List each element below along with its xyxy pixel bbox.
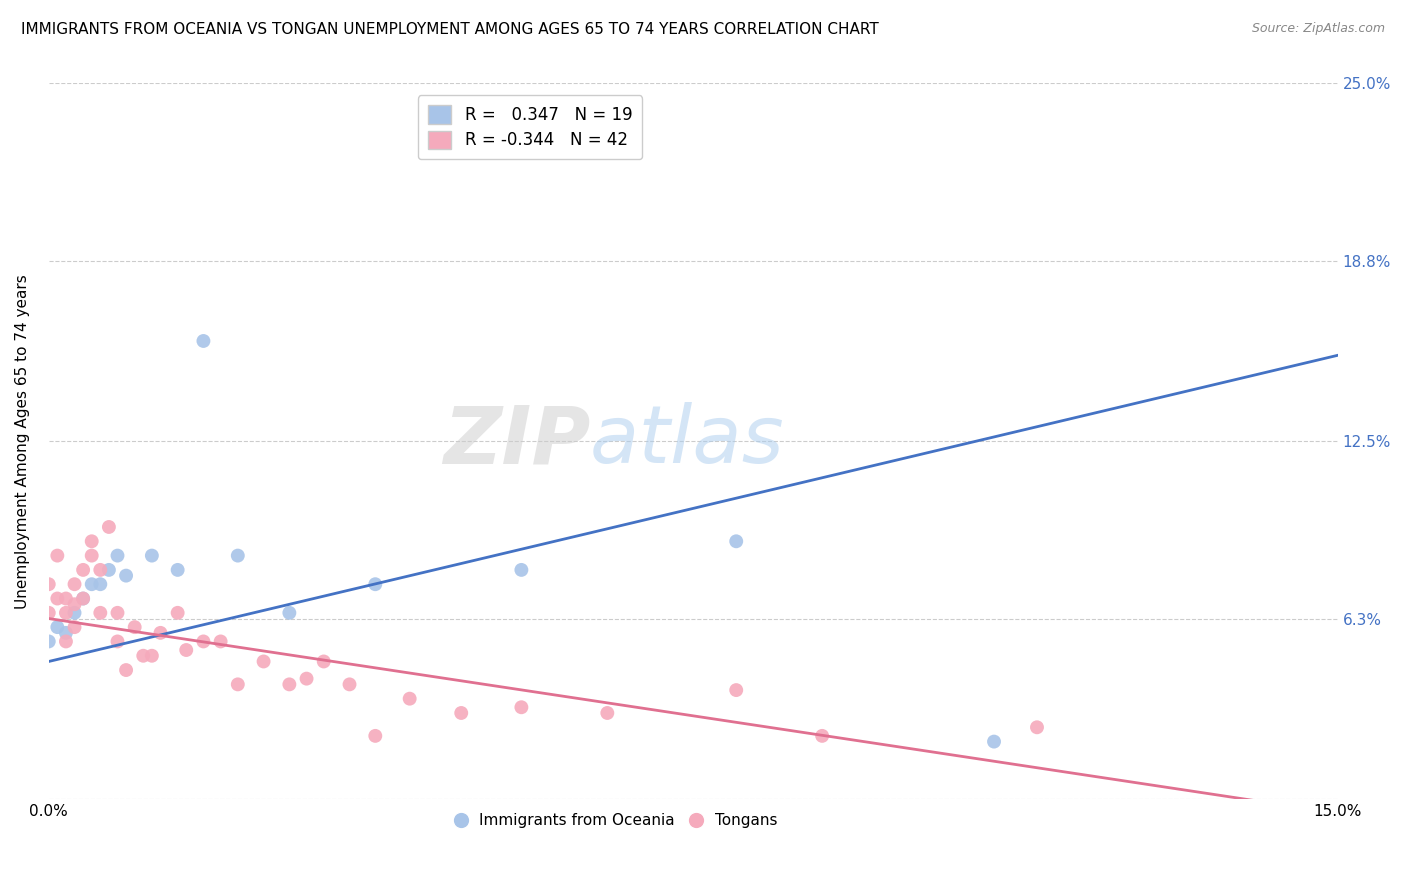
Point (596, 706, 619, 720)
Point (226, 549, 249, 563)
Point (107, 549, 129, 563)
Point (226, 677, 249, 691)
Text: Source: ZipAtlas.com: Source: ZipAtlas.com (1251, 22, 1385, 36)
Point (107, 606, 129, 620)
Point (141, 648, 163, 663)
Point (174, 643, 197, 657)
Point (364, 577, 387, 591)
Point (97, 520, 120, 534)
Point (115, 568, 138, 582)
Point (209, 634, 232, 648)
Point (510, 563, 533, 577)
Point (38, 634, 60, 648)
Point (97, 563, 120, 577)
Point (55, 606, 77, 620)
Point (115, 663, 138, 677)
Point (510, 700, 533, 714)
Point (63, 620, 86, 634)
Point (166, 563, 188, 577)
Point (46, 620, 69, 634)
Point (149, 625, 172, 640)
Point (72, 591, 94, 606)
Y-axis label: Unemployment Among Ages 65 to 74 years: Unemployment Among Ages 65 to 74 years (15, 274, 30, 608)
Point (193, 634, 215, 648)
Point (398, 691, 420, 706)
Point (141, 549, 163, 563)
Legend: Immigrants from Oceania, Tongans: Immigrants from Oceania, Tongans (449, 807, 783, 834)
Point (80, 577, 103, 591)
Point (38, 577, 60, 591)
Point (166, 606, 188, 620)
Point (107, 634, 129, 648)
Point (46, 591, 69, 606)
Point (278, 677, 301, 691)
Text: atlas: atlas (591, 402, 785, 480)
Point (72, 563, 94, 577)
Point (89, 563, 111, 577)
Point (72, 591, 94, 606)
Point (132, 648, 155, 663)
Point (63, 597, 86, 611)
Point (63, 606, 86, 620)
Point (725, 683, 748, 698)
Point (89, 606, 111, 620)
Point (55, 634, 77, 648)
Point (1026, 720, 1049, 734)
Point (450, 706, 472, 720)
Point (811, 729, 834, 743)
Point (983, 734, 1005, 748)
Point (55, 625, 77, 640)
Point (55, 591, 77, 606)
Point (80, 549, 103, 563)
Point (278, 606, 301, 620)
Point (63, 577, 86, 591)
Point (364, 729, 387, 743)
Point (89, 577, 111, 591)
Text: ZIP: ZIP (443, 402, 591, 480)
Point (38, 606, 60, 620)
Point (725, 534, 748, 549)
Point (339, 677, 361, 691)
Text: IMMIGRANTS FROM OCEANIA VS TONGAN UNEMPLOYMENT AMONG AGES 65 TO 74 YEARS CORRELA: IMMIGRANTS FROM OCEANIA VS TONGAN UNEMPL… (21, 22, 879, 37)
Point (295, 672, 318, 686)
Point (46, 549, 69, 563)
Point (252, 655, 274, 669)
Point (193, 334, 215, 348)
Point (80, 534, 103, 549)
Point (124, 620, 146, 634)
Point (312, 655, 335, 669)
